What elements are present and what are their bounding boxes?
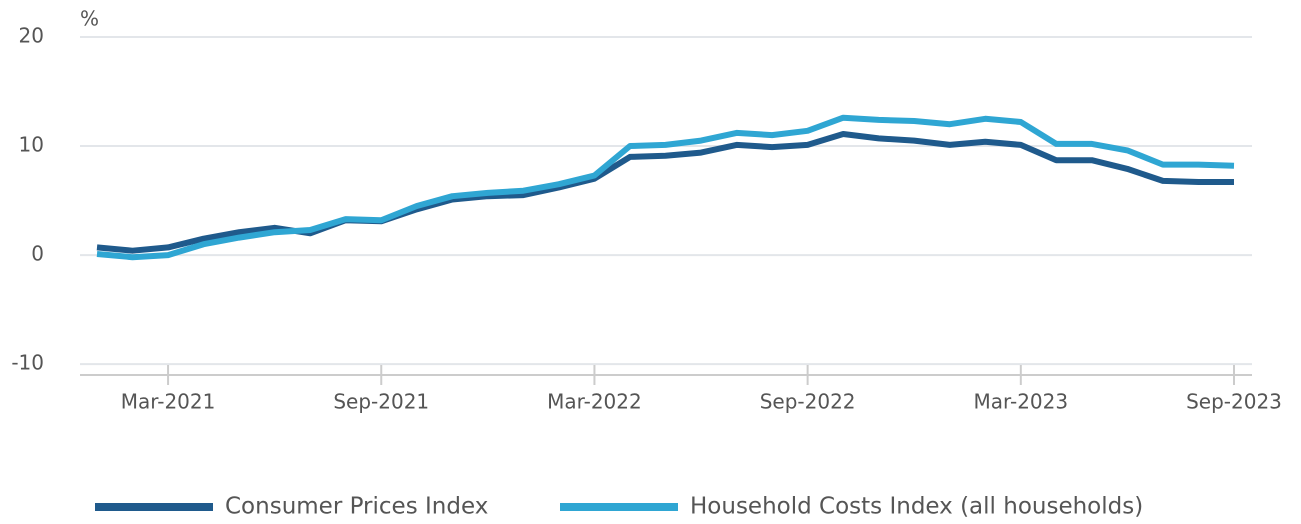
x-tick-label: Mar-2021 bbox=[121, 390, 216, 414]
y-tick-label: 0 bbox=[31, 242, 44, 266]
series-line bbox=[96, 114, 1235, 261]
legend-label: Consumer Prices Index bbox=[225, 494, 488, 520]
y-unit-label: % bbox=[80, 7, 99, 31]
legend-label: Household Costs Index (all households) bbox=[690, 494, 1143, 520]
x-tick-label: Mar-2023 bbox=[974, 390, 1069, 414]
x-tick-label: Sep-2022 bbox=[760, 390, 856, 414]
x-tick-label: Sep-2021 bbox=[333, 390, 429, 414]
x-tick-label: Mar-2022 bbox=[547, 390, 642, 414]
y-tick-label: 20 bbox=[19, 24, 44, 48]
y-tick-label: 10 bbox=[19, 133, 44, 157]
y-tick-label: -10 bbox=[11, 351, 44, 375]
x-tick-label: Sep-2023 bbox=[1186, 390, 1282, 414]
